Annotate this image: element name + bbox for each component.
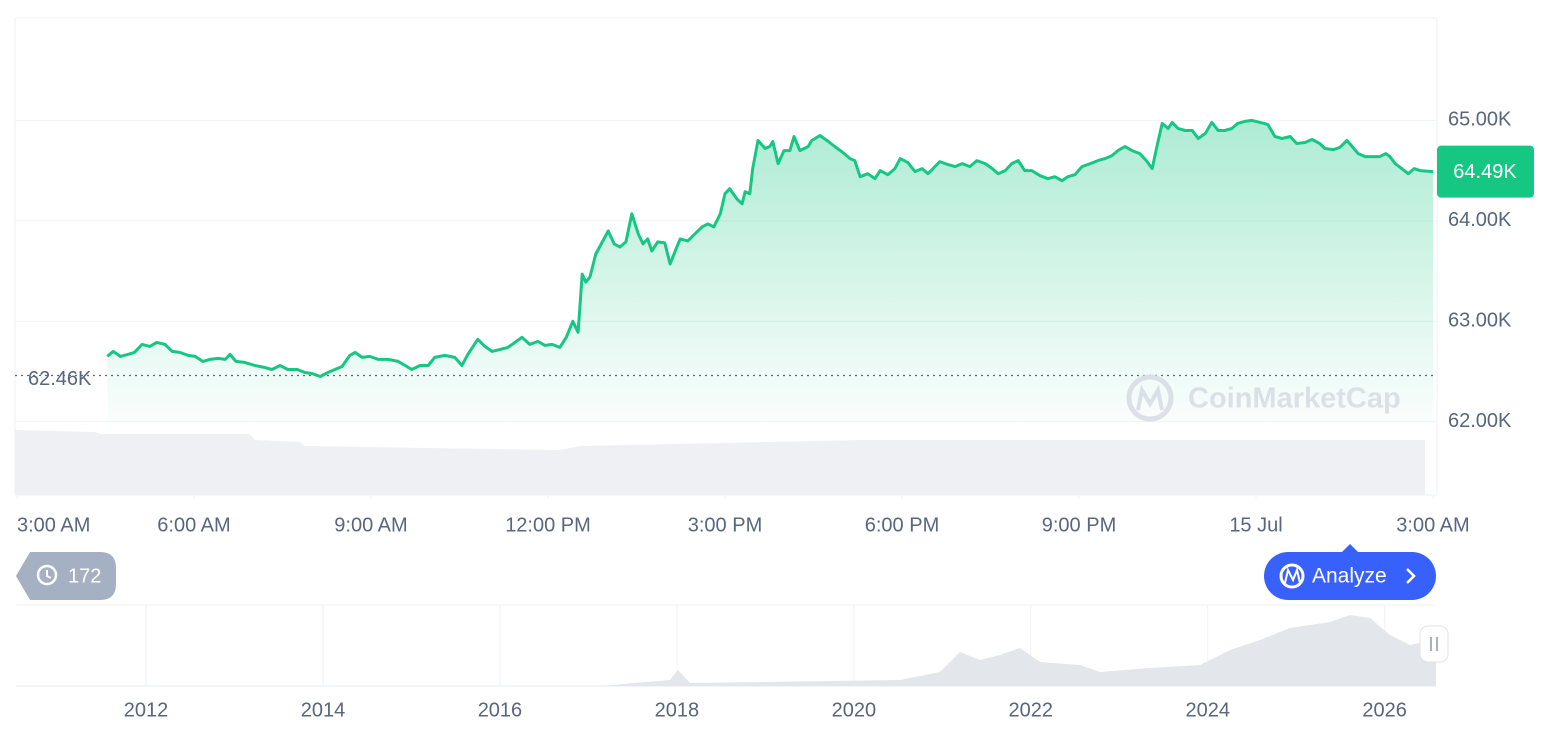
history-icon-hands [46,570,52,579]
analyze-icon [1279,563,1305,589]
plot: 62.00K 63.00K 64.00K 65.00K 3:00 AM 6:00 AM 9:… [15,109,1534,536]
x-tick-label: 12:00 PM [505,514,591,536]
history-icon [36,564,58,586]
analyze-pointer [1342,544,1358,552]
analyze-button[interactable]: Analyze [1264,544,1436,600]
navigator-tick-label: 2026 [1362,699,1407,721]
x-tick-label: 15 Jul [1229,514,1282,536]
navigator: 2012 2014 2016 2018 2020 2022 2024 2026 [124,605,1407,721]
navigator-handle[interactable] [1419,625,1449,663]
open-price-label: 62.46K [28,368,92,390]
y-tick-label: 64.00K [1448,209,1512,231]
y-tick-label: 65.00K [1448,109,1512,131]
volume-area [15,430,1425,495]
watermark-text: CoinMarketCap [1188,383,1401,415]
history-button[interactable]: 172 [16,552,116,600]
navigator-tick-label: 2016 [478,699,523,721]
last-price-box [1437,145,1534,198]
navigator-tick-label: 2022 [1009,699,1054,721]
x-tick-label: 6:00 AM [157,514,230,536]
history-count: 172 [68,565,101,587]
y-tick-label: 63.00K [1448,310,1512,332]
watermark: CoinMarketCap [1126,374,1401,422]
price-line [106,118,1434,378]
navigator-handle-bg[interactable] [1419,625,1449,663]
navigator-tick-label: 2014 [301,699,346,721]
last-price-label: 64.49K [1453,161,1517,183]
y-tick-label: 62.00K [1448,410,1512,432]
navigator-tick-label: 2020 [832,699,877,721]
x-tick-label: 3:00 AM [1396,514,1469,536]
navigator-tick-label: 2018 [655,699,700,721]
history-button-bg[interactable] [16,552,116,600]
watermark-logo [1126,374,1174,422]
price-area [107,120,1433,422]
analyze-icon-mark [1284,566,1301,584]
x-tick-label: 6:00 PM [865,514,939,536]
x-tick-label: 9:00 AM [334,514,407,536]
x-tick-label: 3:00 AM [17,514,90,536]
analyze-chevron [1406,568,1416,584]
x-tick-label: 3:00 PM [688,514,762,536]
watermark-logo-mark [1136,384,1164,411]
navigator-area [16,615,1436,686]
navigator-tick-label: 2024 [1185,699,1230,721]
analyze-label: Analyze [1312,565,1387,588]
analyze-button-bg[interactable] [1264,552,1436,600]
navigator-tick-label: 2012 [124,699,169,721]
x-tick-label: 9:00 PM [1042,514,1116,536]
